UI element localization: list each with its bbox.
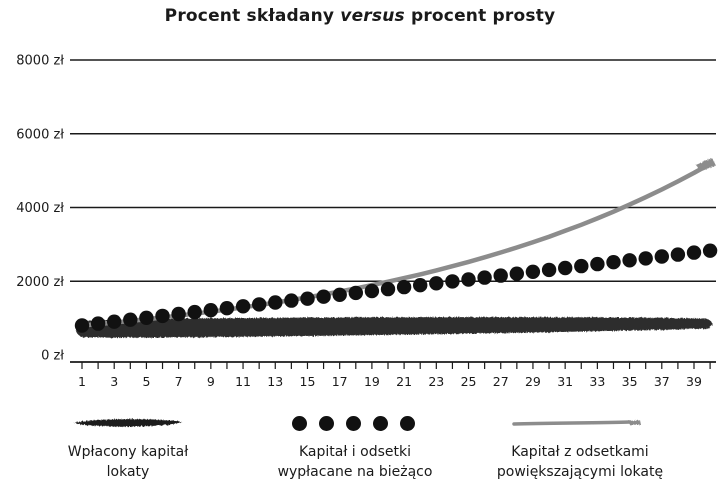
x-tick-label: 27	[493, 374, 509, 389]
series-simple-interest-dot	[107, 314, 122, 329]
y-tick-label: 8000 zł	[16, 54, 64, 69]
series-simple-interest-dot	[606, 255, 621, 270]
x-tick-label: 5	[142, 374, 150, 389]
series-simple-interest-dot	[187, 304, 202, 320]
series-simple-interest-dot	[284, 293, 299, 308]
series-simple-interest-dot	[509, 266, 524, 281]
series-simple-interest-dot	[638, 251, 653, 266]
series-simple-interest-dot	[203, 303, 218, 318]
title-part-1: Procent składany	[164, 6, 341, 26]
series-simple-interest-dot	[396, 279, 412, 295]
x-tick-label: 35	[622, 374, 638, 389]
series-simple-interest-dot	[90, 316, 106, 331]
series-simple-interest-dot	[445, 274, 460, 289]
x-tick-label: 3	[110, 374, 118, 389]
x-tick-label: 33	[589, 374, 605, 389]
series-simple-interest-dot	[413, 278, 428, 293]
x-tick-label: 21	[396, 374, 412, 389]
chart-title: Procent składany versus procent prosty	[0, 6, 720, 26]
series-simple-interest-dot	[654, 249, 669, 264]
legend-item-deposit	[72, 412, 184, 438]
legend-item-compound-interest	[512, 412, 644, 438]
series-simple-interest-dot	[348, 285, 363, 301]
legend-label-compound-interest-line2: powiększającymi lokatę	[496, 464, 664, 480]
series-simple-interest-dot	[252, 297, 267, 312]
y-tick-label: 4000 zł	[16, 201, 64, 216]
y-tick-label: 0 zł	[41, 349, 64, 364]
x-tick-label: 1	[78, 374, 86, 389]
series-simple-interest-dot	[316, 289, 331, 304]
x-tick-label: 13	[267, 374, 283, 389]
series-simple-interest-dot	[541, 262, 557, 278]
legend-swatch-grey-line	[512, 420, 641, 426]
legend-swatch-dot	[373, 416, 388, 431]
series-simple-interest-dot	[686, 245, 702, 260]
legend-label-deposit-line2: lokaty	[106, 464, 150, 480]
series-simple-interest-dot	[590, 256, 605, 272]
series-compound-line	[79, 161, 713, 328]
x-tick-label: 7	[175, 374, 183, 389]
x-tick-label: 29	[525, 374, 541, 389]
legend-swatch-brush	[74, 419, 182, 427]
x-tick-label: 25	[461, 374, 477, 389]
series-simple-interest-dot	[268, 295, 283, 310]
series-simple-interest-dot	[622, 253, 637, 268]
x-tick-label: 15	[300, 374, 316, 389]
series-simple-interest-dot	[429, 276, 444, 291]
series-simple-interest-dot	[364, 283, 380, 299]
series-simple-interest-dot	[477, 270, 492, 285]
legend-item-simple-interest	[292, 412, 417, 434]
x-tick-label: 19	[364, 374, 380, 389]
series-simple-interest-dot	[139, 310, 154, 325]
series-simple-interest-dot	[155, 308, 170, 324]
y-tick-label: 2000 zł	[16, 275, 64, 290]
legend-label-simple-interest-line1: Kapitał i odsetki	[299, 444, 411, 460]
x-tick-label: 17	[332, 374, 348, 389]
x-tick-label: 11	[235, 374, 251, 389]
series-simple-interest-dot	[493, 268, 508, 283]
title-part-2-italic: versus	[340, 6, 405, 26]
series-deposit-band	[75, 317, 713, 338]
legend-label-simple-interest: Kapitał i odsetki wypłacane na bieżąco	[255, 442, 455, 482]
series-simple-interest-dot	[171, 306, 186, 322]
series-simple-interest-dot	[300, 291, 315, 306]
series-simple-interest-dot	[461, 272, 476, 287]
y-tick-label: 6000 zł	[16, 127, 64, 142]
series-compound-line-end	[696, 157, 717, 171]
series-simple-interest-dot	[670, 247, 686, 262]
legend-label-compound-interest-line1: Kapitał z odsetkami	[511, 444, 649, 460]
x-tick-label: 31	[557, 374, 573, 389]
legend-swatch-dot	[292, 416, 307, 431]
series-simple-interest-dot	[74, 318, 90, 333]
series-simple-interest-dot	[123, 312, 138, 327]
x-tick-label: 37	[654, 374, 670, 389]
legend-label-deposit-line1: Wpłacony kapitał	[67, 444, 189, 460]
legend-swatch-dot	[400, 416, 415, 431]
series-simple-interest-dot	[702, 243, 718, 258]
x-tick-label: 9	[207, 374, 215, 389]
series-simple-interest-dot	[332, 287, 347, 302]
x-tick-label: 39	[686, 374, 702, 389]
series-simple-interest-dot	[574, 258, 589, 274]
legend-label-compound-interest: Kapitał z odsetkami powiększającymi loka…	[470, 442, 690, 482]
series-simple-interest-dot	[235, 299, 251, 314]
title-part-3: procent prosty	[404, 6, 556, 26]
legend-label-deposit: Wpłacony kapitał lokaty	[38, 442, 218, 482]
x-tick-label: 23	[428, 374, 444, 389]
legend-swatch-dot	[319, 416, 334, 431]
legend-label-simple-interest-line2: wypłacane na bieżąco	[277, 464, 433, 480]
series-simple-interest-dot	[525, 264, 541, 279]
series-simple-interest-dot	[558, 260, 573, 276]
series-simple-interest-dot	[380, 281, 396, 297]
legend-swatch-dot	[346, 416, 361, 431]
series-simple-interest-dot	[219, 301, 235, 316]
